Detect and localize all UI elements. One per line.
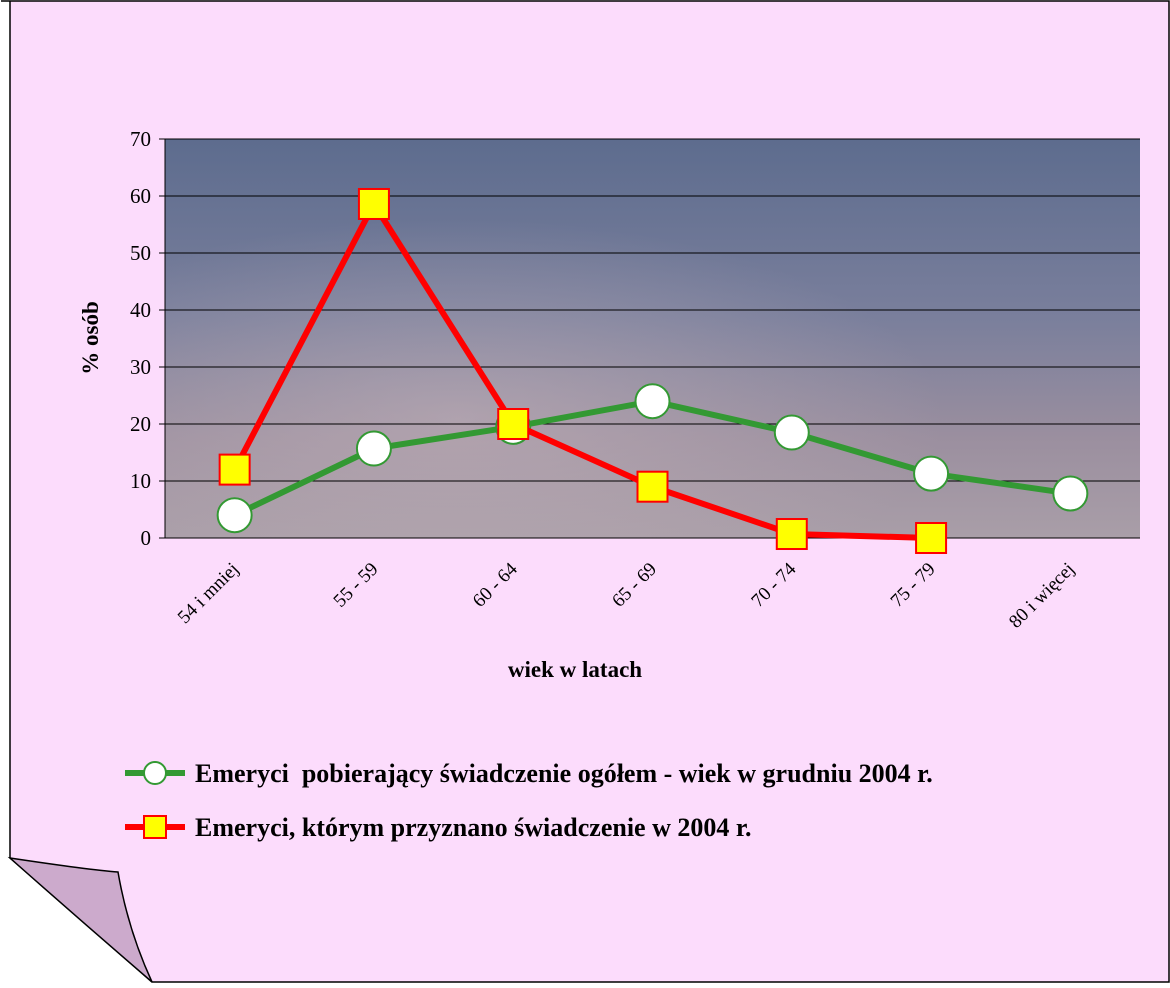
legend-label: Emeryci pobierający świadczenie ogółem -… <box>195 759 933 788</box>
y-tick-label: 20 <box>130 412 151 436</box>
point <box>1052 475 1089 512</box>
y-tick-label: 30 <box>130 355 151 379</box>
page-curl <box>7 856 153 983</box>
point <box>775 518 808 551</box>
point <box>634 383 671 420</box>
point <box>216 497 253 534</box>
y-axis-label: % osób <box>78 301 103 375</box>
point <box>357 187 390 220</box>
legend-marker <box>143 761 167 785</box>
y-tick-label: 50 <box>130 241 151 265</box>
y-tick-label: 70 <box>130 127 151 151</box>
point <box>913 455 950 492</box>
y-tick-label: 60 <box>130 184 151 208</box>
point <box>218 453 251 486</box>
point <box>773 414 810 451</box>
x-axis-label: wiek w latach <box>508 657 642 682</box>
y-tick-label: 10 <box>130 469 151 493</box>
point <box>497 408 530 440</box>
series-line <box>231 197 932 541</box>
y-tick-label: 0 <box>141 526 152 550</box>
legend-marker <box>143 815 167 839</box>
point <box>355 430 392 467</box>
legend-label: Emeryci, którym przyznano świadczenie w … <box>195 813 752 842</box>
point <box>636 470 669 503</box>
y-tick-label: 40 <box>130 298 151 322</box>
point <box>915 522 948 554</box>
